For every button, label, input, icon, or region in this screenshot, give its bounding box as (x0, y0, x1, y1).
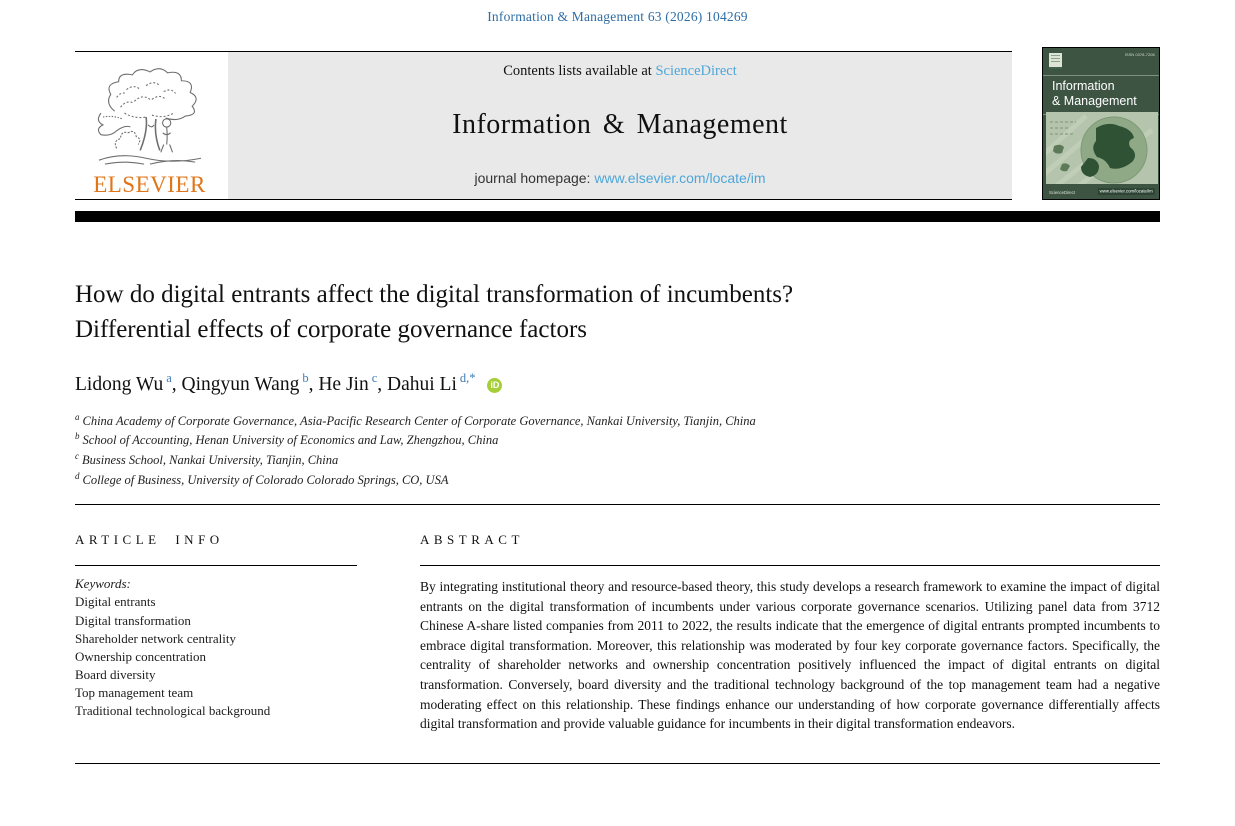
cover-issn: ISSN 0378-7206 (1124, 53, 1155, 58)
page: Information & Management 63 (2026) 10426… (75, 0, 1160, 765)
affiliation-list: a China Academy of Corporate Governance, … (75, 411, 1160, 491)
author-affil-sup: b (302, 371, 309, 385)
author-name: He Jin (318, 373, 369, 395)
homepage-link[interactable]: www.elsevier.com/locate/im (594, 170, 766, 186)
author-separator: , (377, 373, 388, 395)
elsevier-wordmark: ELSEVIER (93, 172, 206, 197)
author-affil-sup: c (371, 371, 378, 385)
abstract-heading: ABSTRACT (420, 532, 1160, 567)
homepage-line: journal homepage: www.elsevier.com/locat… (228, 170, 1012, 186)
abstract-column: ABSTRACT By integrating institutional th… (420, 505, 1160, 747)
article-title-line2: Differential effects of corporate govern… (75, 316, 587, 343)
keywords-block: Keywords: Digital entrants Digital trans… (75, 575, 357, 721)
sciencedirect-link[interactable]: ScienceDirect (655, 63, 737, 79)
author-name: Lidong Wu (75, 373, 164, 395)
affiliation: d College of Business, University of Colo… (75, 470, 1160, 490)
cover-globe-map-icon (1046, 112, 1158, 184)
keyword: Board diversity (75, 667, 156, 683)
homepage-line-prefix: journal homepage: (474, 170, 595, 186)
author-list: Lidong Wu a, Qingyun Wang b, He Jin c, Dahu… (75, 371, 1160, 396)
journal-cover-thumbnail[interactable]: ISSN 0378-7206 Information & Management … (1042, 47, 1160, 200)
journal-header: ELSEVIER Contents lists available at Sci… (75, 47, 1160, 202)
affiliation-sup: a (75, 411, 80, 422)
cover-url-label: www.elsevier.com/locate/im (1098, 188, 1155, 195)
journal-banner: Contents lists available at ScienceDirec… (228, 52, 1012, 199)
affiliation-text: China Academy of Corporate Governance, A… (82, 413, 756, 428)
author: Lidong Wu a, (75, 371, 182, 395)
keywords-label: Keywords: (75, 576, 131, 592)
keyword: Shareholder network centrality (75, 630, 236, 646)
author: Dahui Li d,* (387, 371, 476, 395)
article-title-line1: How do digital entrants affect the digit… (75, 281, 794, 308)
keyword: Top management team (75, 685, 194, 701)
affiliation-sup: c (75, 451, 79, 462)
affiliation: a China Academy of Corporate Governance, … (75, 411, 1160, 431)
author: He Jin c, (318, 371, 388, 395)
header-divider-bar (75, 211, 1160, 222)
cover-elsevier-mini-logo-icon (1049, 53, 1062, 69)
author-separator: , (171, 373, 182, 395)
author-name: Dahui Li (387, 373, 457, 395)
keyword: Digital entrants (75, 594, 156, 610)
article-info-column: ARTICLE INFO Keywords: Digital entrants … (75, 505, 357, 747)
keyword: Traditional technological background (75, 703, 271, 719)
section-top-rule (75, 504, 1160, 506)
article-info-heading: ARTICLE INFO (75, 532, 357, 567)
journal-header-left: ELSEVIER Contents lists available at Sci… (75, 51, 1012, 200)
cover-title: Information & Management (1043, 75, 1159, 115)
affiliation-text: Business School, Nankai University, Tian… (82, 453, 339, 468)
elsevier-tree-icon (97, 68, 201, 165)
journal-title: Information & Management (452, 109, 788, 140)
contents-line: Contents lists available at ScienceDirec… (228, 63, 1012, 80)
info-abstract-section: ARTICLE INFO Keywords: Digital entrants … (75, 505, 1160, 747)
affiliation-sup: d (75, 471, 80, 482)
journal-citation: Information & Management 63 (2026) 10426… (487, 9, 748, 24)
author: Qingyun Wang b, (181, 371, 319, 395)
author-separator: , (308, 373, 319, 395)
keyword: Digital transformation (75, 612, 191, 628)
affiliation: c Business School, Nankai University, Tia… (75, 450, 1160, 470)
keyword: Ownership concentration (75, 648, 207, 664)
section-bottom-rule (75, 763, 1160, 765)
affiliation: b School of Accounting, Henan University … (75, 430, 1160, 450)
author-name: Qingyun Wang (181, 373, 300, 395)
author-affil-sup: a (166, 371, 172, 385)
affiliation-text: School of Accounting, Henan University o… (82, 433, 499, 448)
article-title: How do digital entrants affect the digit… (75, 277, 1160, 347)
orcid-icon[interactable]: iD (487, 377, 503, 393)
cover-sciencedirect-label: ScienceDirect (1049, 190, 1075, 195)
cover-title-line2: & Management (1052, 94, 1137, 109)
affiliation-text: College of Business, University of Color… (82, 473, 449, 488)
cover-title-line1: Information (1052, 79, 1115, 93)
author-affil-sup: d,* (459, 371, 476, 385)
affiliation-sup: b (75, 431, 80, 442)
abstract-text: By integrating institutional theory and … (420, 579, 1160, 732)
elsevier-logo: ELSEVIER (75, 52, 228, 199)
contents-line-prefix: Contents lists available at (503, 63, 656, 79)
